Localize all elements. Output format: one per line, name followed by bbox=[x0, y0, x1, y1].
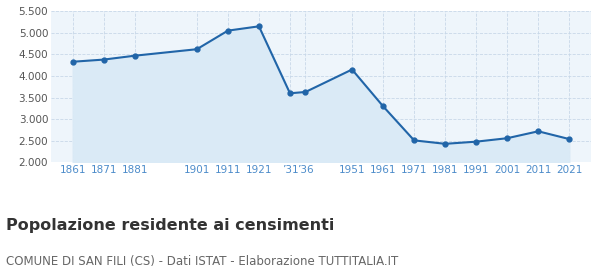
Text: Popolazione residente ai censimenti: Popolazione residente ai censimenti bbox=[6, 218, 334, 234]
Text: COMUNE DI SAN FILI (CS) - Dati ISTAT - Elaborazione TUTTITALIA.IT: COMUNE DI SAN FILI (CS) - Dati ISTAT - E… bbox=[6, 255, 398, 268]
